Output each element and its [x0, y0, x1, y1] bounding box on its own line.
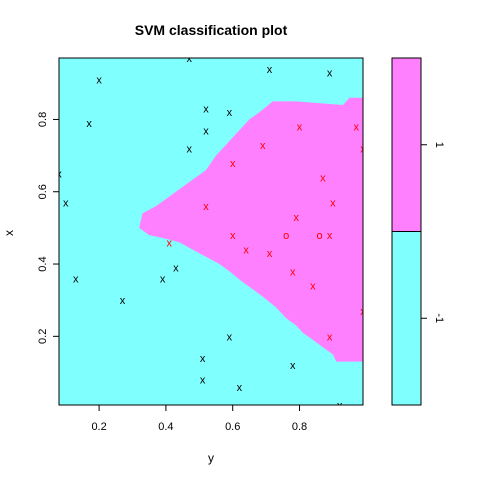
data-point-x-1-1: x — [354, 122, 360, 134]
x-tick-label: 0.6 — [225, 421, 240, 433]
data-point-x-1-14: x — [290, 266, 296, 278]
y-tick-label: 0.2 — [37, 329, 49, 344]
data-point-x-0-7: x — [203, 125, 209, 137]
y-tick-label: 0.8 — [37, 112, 49, 127]
data-point-x-1-7: x — [203, 201, 209, 213]
x-tick-label: 0.8 — [292, 421, 307, 433]
data-point-x-1-9: x — [166, 237, 172, 249]
data-point-x-1-8: x — [293, 212, 299, 224]
legend-level-label: -1 — [433, 313, 445, 323]
data-point-x-0-6: x — [86, 118, 92, 130]
legend-frame — [391, 57, 422, 406]
data-point-x-1-11: x — [327, 230, 333, 242]
data-point-x-1-3: x — [360, 143, 366, 155]
data-point-x-0-15: x — [227, 331, 233, 343]
data-point-x-1-4: x — [230, 158, 236, 170]
data-point-x-0-4: x — [203, 104, 209, 116]
data-point-x-0-18: x — [200, 375, 206, 387]
x-axis-label: y — [208, 451, 214, 465]
data-point-x-0-19: x — [237, 382, 243, 394]
data-point-support-vector-2-0: o — [283, 230, 289, 242]
data-point-x-1-10: x — [230, 230, 236, 242]
data-point-x-0-0: x — [187, 53, 193, 65]
x-tick-label: 0.4 — [158, 421, 173, 433]
data-point-x-0-13: x — [160, 274, 166, 286]
data-point-x-1-17: x — [327, 331, 333, 343]
data-point-x-0-12: x — [73, 274, 79, 286]
data-point-x-1-16: x — [360, 306, 366, 318]
legend-swatch-neg1 — [392, 231, 421, 405]
data-point-x-1-6: x — [330, 198, 336, 210]
data-point-x-0-1: x — [96, 75, 102, 87]
data-point-support-vector-2-1: o — [317, 230, 323, 242]
x-tick-label: 0.2 — [91, 421, 106, 433]
data-point-x-1-15: x — [310, 281, 316, 293]
axes: 0.2 0.4 0.6 0.8 0.2 0.4 0.6 0.8 — [37, 57, 364, 433]
data-point-x-1-13: x — [267, 248, 273, 260]
data-point-x-0-17: x — [290, 360, 296, 372]
plot-frame — [58, 57, 364, 406]
y-axis-label: x — [2, 230, 16, 236]
data-point-x-0-8: x — [187, 143, 193, 155]
data-point-x-1-2: x — [260, 140, 266, 152]
chart-title: SVM classification plot — [135, 22, 288, 38]
color-legend: 1 -1 — [391, 57, 445, 406]
data-point-x-0-9: x — [56, 169, 62, 181]
legend-level-label: 1 — [433, 142, 445, 148]
data-point-x-0-11: x — [173, 263, 179, 275]
data-point-x-0-14: x — [120, 295, 126, 307]
data-point-x-0-2: x — [267, 64, 273, 76]
y-tick-label: 0.6 — [37, 184, 49, 199]
data-point-x-0-5: x — [227, 107, 233, 119]
data-point-x-1-12: x — [243, 245, 249, 257]
data-point-x-1-5: x — [320, 172, 326, 184]
data-point-x-0-20: x — [337, 400, 343, 412]
y-tick-label: 0.4 — [37, 256, 49, 271]
data-point-x-1-0: x — [297, 122, 303, 134]
data-point-x-0-10: x — [63, 198, 69, 210]
data-point-x-0-3: x — [327, 68, 333, 80]
legend-swatch-1 — [392, 58, 421, 232]
data-point-x-0-16: x — [200, 353, 206, 365]
region-class-1 — [139, 97, 363, 362]
